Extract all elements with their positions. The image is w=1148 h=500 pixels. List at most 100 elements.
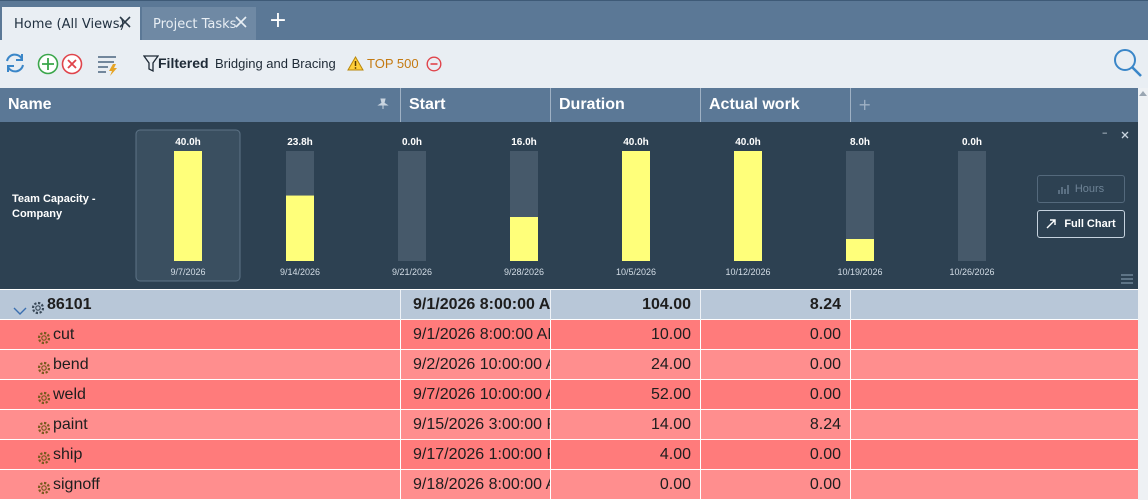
remove-limit-icon[interactable] [426,56,442,72]
name-cell[interactable]: bend [0,350,401,380]
hours-button[interactable]: Hours [1037,175,1125,203]
add-tab-button[interactable]: + [268,8,288,33]
name-cell[interactable]: ship [0,440,401,470]
expand-arrow-icon [1046,219,1057,229]
actual-work-cell[interactable]: 0.00 [701,320,851,350]
capacity-bar-track[interactable] [398,151,426,261]
name-cell[interactable]: signoff [0,470,401,500]
start-cell[interactable]: 9/1/2026 8:00:00 AM [401,320,551,350]
bar-value-label: 8.0h [850,137,870,148]
duration-cell[interactable]: 14.00 [551,410,701,440]
tab-label: Project Tasks [153,16,237,32]
task-row[interactable]: weld 9/7/2026 10:00:00 AM52.000.00 [0,380,1138,410]
top-limit-label: TOP 500 [367,56,419,71]
actual-work-cell[interactable]: 8.24 [701,290,851,320]
duration-cell[interactable]: 52.00 [551,380,701,410]
actual-work-cell[interactable]: 0.00 [701,380,851,410]
capacity-bar[interactable] [286,195,314,261]
add-column-button[interactable]: + [858,95,872,114]
capacity-bar[interactable] [846,239,874,261]
task-name: paint [53,416,88,433]
task-name: ship [53,446,83,463]
task-row[interactable]: ship 9/17/2026 1:00:00 PM4.000.00 [0,440,1138,470]
delete-circle-icon[interactable] [61,53,83,75]
filter-name[interactable]: Bridging and Bracing [215,56,336,71]
week-label: 9/7/2026 [170,267,205,277]
actual-work-cell[interactable]: 8.24 [701,410,851,440]
task-row[interactable]: paint 9/15/2026 3:00:00 PM14.008.24 [0,410,1138,440]
bar-value-label: 0.0h [962,137,982,148]
week-label: 10/12/2026 [725,267,770,277]
name-cell[interactable]: weld [0,380,401,410]
name-cell[interactable]: cut [0,320,401,350]
start-cell[interactable]: 9/1/2026 8:00:00 AM [401,290,551,320]
minimize-panel-button[interactable]: – [1102,126,1108,139]
task-gear-icon [36,387,52,405]
summary-task-row[interactable]: 86101 9/1/2026 8:00:00 AM 104.00 8.24 [0,290,1138,320]
menu-icon[interactable] [1121,274,1133,284]
search-icon[interactable] [1112,47,1144,79]
warning-icon [347,56,364,71]
capacity-bar[interactable] [734,151,762,261]
full-chart-button[interactable]: Full Chart [1037,210,1125,238]
duration-cell[interactable]: 10.00 [551,320,701,350]
toolbar: Filtered Bridging and Bracing TOP 500 [0,40,1148,88]
filter-icon[interactable] [143,55,159,73]
duration-cell[interactable]: 24.00 [551,350,701,380]
week-label: 10/19/2026 [837,267,882,277]
bar-value-label: 40.0h [735,137,761,148]
actual-work-cell[interactable]: 0.00 [701,440,851,470]
pin-icon[interactable] [377,98,389,110]
expand-chevron-icon[interactable] [13,298,27,315]
tab-project-tasks[interactable]: Project Tasks [142,7,256,41]
actual-work-cell[interactable]: 0.00 [701,470,851,500]
filter-label: Filtered [158,55,209,71]
full-chart-button-label: Full Chart [1064,218,1116,230]
capacity-bar-track[interactable] [958,151,986,261]
column-header-row: Name Start Duration Actual work + [0,88,1138,122]
add-circle-icon[interactable] [37,53,59,75]
vertical-scrollbar[interactable] [1138,88,1148,500]
column-header-name[interactable]: Name [0,88,401,122]
bar-value-label: 23.8h [287,137,313,148]
week-label: 9/21/2026 [392,267,432,277]
task-gear-icon [36,447,52,465]
capacity-bar[interactable] [622,151,650,261]
tab-label: Home (All Views) [14,16,125,32]
start-cell[interactable]: 9/15/2026 3:00:00 PM [401,410,551,440]
start-cell[interactable]: 9/18/2026 8:00:00 AM [401,470,551,500]
column-header-start[interactable]: Start [401,88,551,122]
task-gear-icon [30,297,46,315]
name-cell[interactable]: 86101 [0,290,401,320]
capacity-bar[interactable] [510,217,538,261]
week-label: 9/14/2026 [280,267,320,277]
capacity-bar[interactable] [174,151,202,261]
tab-home-all-views[interactable]: Home (All Views) [2,7,140,41]
refresh-icon[interactable] [3,51,27,75]
chart-title: Team Capacity - Company [12,193,96,220]
start-cell[interactable]: 9/7/2026 10:00:00 AM [401,380,551,410]
close-icon[interactable] [234,15,248,29]
column-header-actual-work[interactable]: Actual work [701,88,851,122]
start-cell[interactable]: 9/2/2026 10:00:00 AM [401,350,551,380]
duration-cell[interactable]: 104.00 [551,290,701,320]
bar-value-label: 0.0h [402,137,422,148]
column-header-duration[interactable]: Duration [551,88,701,122]
close-icon[interactable] [118,15,132,29]
task-row[interactable]: bend 9/2/2026 10:00:00 AM24.000.00 [0,350,1138,380]
start-cell[interactable]: 9/17/2026 1:00:00 PM [401,440,551,470]
scroll-up-icon[interactable] [1139,90,1147,96]
task-row[interactable]: cut 9/1/2026 8:00:00 AM 10.00 0.00 [0,320,1138,350]
close-panel-icon[interactable] [1121,131,1129,139]
week-label: 10/26/2026 [949,267,994,277]
task-name: weld [53,386,86,403]
actual-work-cell[interactable]: 0.00 [701,350,851,380]
list-lightning-icon[interactable] [97,53,121,77]
team-capacity-chart-panel: Team Capacity - Company 40.0h 9/7/2026 23.… [0,122,1138,289]
duration-cell[interactable]: 0.00 [551,470,701,500]
duration-cell[interactable]: 4.00 [551,440,701,470]
name-cell[interactable]: paint [0,410,401,440]
capacity-bar-chart: 40.0h 9/7/2026 23.8h 9/14/2026 0.0h 9/21/2026… [135,129,995,282]
task-name: signoff [53,476,100,493]
